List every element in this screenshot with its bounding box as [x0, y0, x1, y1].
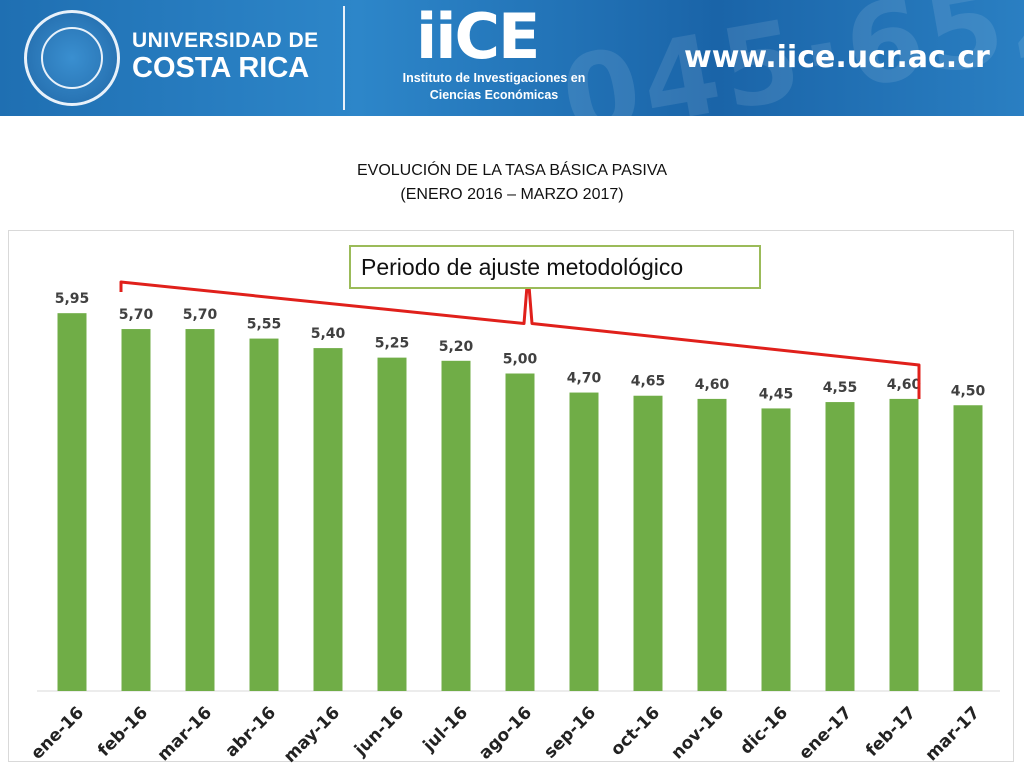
bar-feb-17 [889, 398, 919, 691]
data-label-oct-16: 4,65 [631, 374, 666, 390]
bar-mar-17 [953, 405, 983, 691]
data-label-nov-16: 4,60 [695, 377, 730, 393]
data-label-ago-16: 5,00 [503, 352, 538, 368]
data-label-ene-16: 5,95 [55, 291, 90, 307]
data-label-mar-16: 5,70 [183, 307, 218, 323]
chart-subtitle: (ENERO 2016 – MARZO 2017) [400, 186, 624, 203]
data-label-feb-17: 4,60 [887, 377, 922, 393]
tick-label-ene-17: ene-17 [795, 703, 856, 764]
bar-jul-16 [441, 360, 471, 691]
data-label-feb-16: 5,70 [119, 307, 154, 323]
bar-sep-16 [569, 392, 599, 691]
data-label-sep-16: 4,70 [567, 371, 602, 387]
tick-label-feb-17: feb-17 [862, 703, 920, 761]
data-label-jun-16: 5,25 [375, 336, 410, 352]
data-label-dic-16: 4,45 [759, 386, 794, 402]
bar-feb-16 [121, 329, 151, 691]
iice-subtitle: Instituto de Investigaciones en Ciencias… [374, 70, 614, 104]
bar-ene-17 [825, 402, 855, 691]
bar-jun-16 [377, 357, 407, 691]
iice-subtitle-line1: Instituto de Investigaciones en [402, 71, 586, 85]
bar-mar-16 [185, 329, 215, 691]
tick-label-ene-16: ene-16 [27, 703, 88, 764]
tick-label-nov-16: nov-16 [668, 703, 729, 764]
bar-nov-16 [697, 398, 727, 691]
banner-divider [343, 6, 345, 110]
iice-subtitle-line2: Ciencias Económicas [429, 88, 559, 102]
university-name: UNIVERSIDAD DE COSTA RICA [132, 29, 319, 85]
bar-oct-16 [633, 395, 663, 691]
annotation-bracket [119, 273, 921, 399]
bar-may-16 [313, 348, 343, 691]
header-banner: 045·652 UNIVERSIDAD DE COSTA RICA iiCE I… [0, 0, 1024, 116]
tick-label-sep-16: sep-16 [540, 703, 600, 763]
tick-label-ago-16: ago-16 [475, 703, 536, 764]
annotation-box: Periodo de ajuste metodológico [349, 245, 761, 289]
tick-label-abr-16: abr-16 [222, 703, 281, 762]
bar-ene-16 [57, 313, 87, 691]
chart-title: EVOLUCIÓN DE LA TASA BÁSICA PASIVA [356, 162, 668, 179]
data-label-jul-16: 5,20 [439, 339, 474, 355]
tick-label-feb-16: feb-16 [94, 703, 152, 761]
data-label-abr-16: 5,55 [247, 317, 282, 333]
bar-dic-16 [761, 408, 791, 691]
tick-label-oct-16: oct-16 [607, 703, 664, 760]
website-link[interactable]: www.iice.ucr.ac.cr [684, 40, 990, 75]
data-label-mar-17: 4,50 [951, 383, 986, 399]
tick-label-mar-17: mar-17 [922, 703, 984, 765]
tick-label-dic-16: dic-16 [736, 703, 792, 759]
bar-ago-16 [505, 373, 535, 691]
iice-logo: iiCE [416, 0, 540, 73]
university-name-line2: COSTA RICA [132, 52, 310, 84]
data-label-may-16: 5,40 [311, 326, 346, 342]
tick-label-jun-16: jun-16 [350, 703, 408, 761]
tick-label-jul-16: jul-16 [419, 703, 472, 756]
tick-label-mar-16: mar-16 [154, 703, 216, 765]
data-label-ene-17: 4,55 [823, 380, 858, 396]
tick-label-may-16: may-16 [280, 703, 344, 767]
university-seal-icon [24, 10, 120, 106]
university-name-line1: UNIVERSIDAD DE [132, 29, 319, 52]
bar-abr-16 [249, 338, 279, 691]
